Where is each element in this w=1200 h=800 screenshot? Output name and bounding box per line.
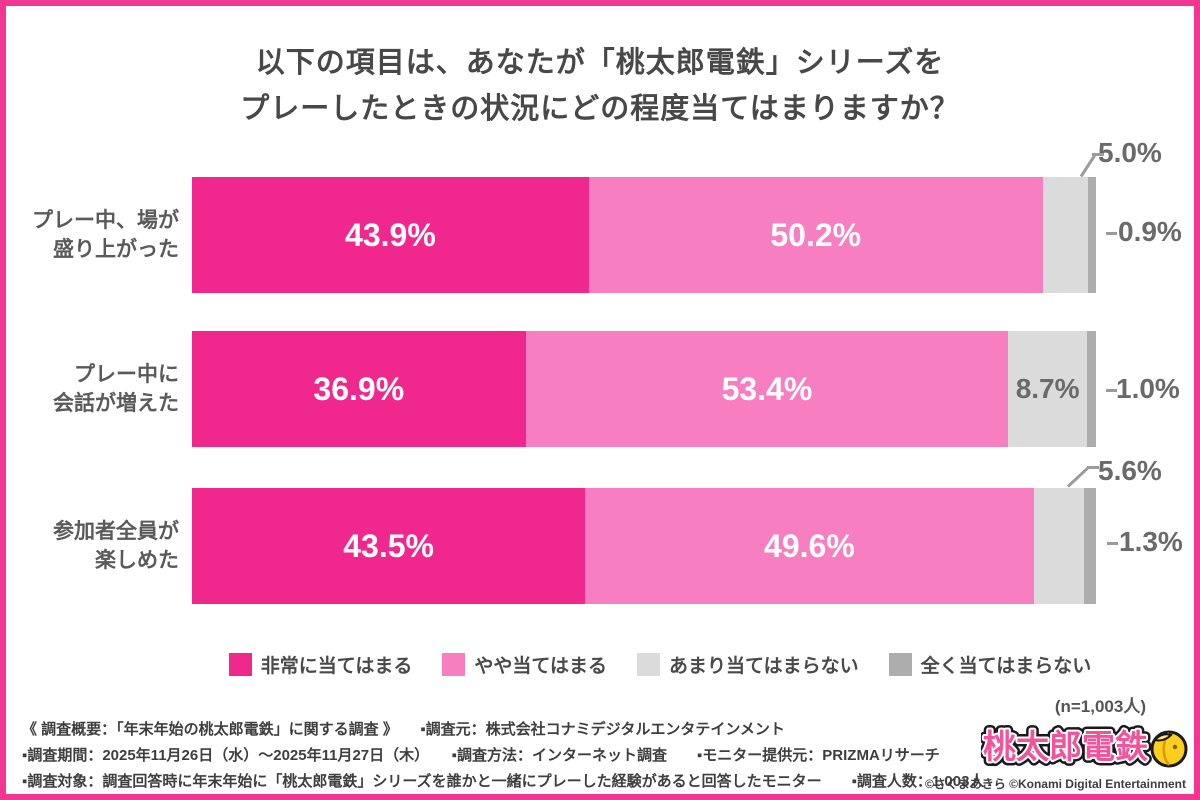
momotetsu-logo: 桃太郎電鉄 桃太郎電鉄 [981,723,1188,771]
legend-item-not-at-all: 全く当てはまらない [888,651,1091,678]
chart-canvas: 以下の項目は、あなたが「桃太郎電鉄」シリーズを プレーしたときの状況にどの程度当… [6,6,1194,794]
survey-period-line: ▪調査期間：2025年11月26日（水）〜2025年11月27日（木） ▪調査方… [22,747,940,764]
callout-row1-not-at-all: 0.9% [1118,216,1182,247]
segment-strongly-agree: 36.9% [192,331,526,447]
page-title: 以下の項目は、あなたが「桃太郎電鉄」シリーズを プレーしたときの状況にどの程度当… [6,40,1194,132]
segment-strongly-agree: 43.9% [192,177,589,293]
callout-row3-not-at-all: 1.3% [1119,526,1183,557]
logo-text-outline: 桃太郎電鉄 [983,727,1148,766]
segment-not-at-all [1084,488,1096,604]
category-label: プレー中、場が 盛り上がった [32,209,179,261]
callout-line [1066,466,1089,488]
segment-not-really: 8.7% [1008,331,1087,447]
legend-swatch-lightgray [637,653,660,676]
bar-row-moriagatta: プレー中、場が 盛り上がった 43.9% 50.2% [6,177,1096,293]
callout-line [1107,542,1118,545]
segment-value: 43.5% [343,527,434,564]
segment-strongly-agree: 43.5% [192,488,586,604]
bar-row-tanoshimeta: 参加者全員が 楽しめた 43.5% 49.6% [6,488,1096,604]
sample-size-note: (n=1,003人) [1054,697,1146,716]
legend-item-not-really: あまり当てはまらない [637,651,859,678]
survey-overview-line: 《 調査概要：「年末年始の桃太郎電鉄」に関する調査 》 ▪調査元：株式会社コナミ… [22,721,785,738]
legend-swatch-pink [228,653,252,676]
copyright-text: ©さくまあきら ©Konami Digital Entertainment [924,777,1186,791]
segment-somewhat-agree: 53.4% [525,331,1009,447]
callout-line [1106,389,1117,392]
segment-value: 53.4% [721,370,813,407]
callout-row1-not-really: 5.0% [1098,137,1162,168]
logo-text: 桃太郎電鉄 [983,727,1148,766]
segment-not-at-all [1086,331,1096,447]
callout-line [1087,466,1099,469]
segment-somewhat-agree: 49.6% [585,488,1034,604]
legend-item-somewhat-agree: やや当てはまる [442,651,607,678]
callout-row3-not-really: 5.6% [1098,455,1162,486]
title-line-2: プレーしたときの状況にどの程度当てはまりますか？ [240,93,960,125]
bar-row-kaiwa: プレー中に 会話が増えた 36.9% 53.4% 8.7% [6,331,1096,447]
segment-value: 49.6% [764,527,855,564]
segment-value: 36.9% [313,370,405,407]
callout-line [1092,153,1104,156]
category-label: 参加者全員が 楽しめた [53,520,179,572]
segment-somewhat-agree: 50.2% [588,177,1043,293]
legend-swatch-gray [888,653,912,676]
segment-value: 43.9% [345,216,436,253]
segment-not-really [1033,488,1085,604]
callout-line [1079,154,1096,178]
callout-line [1106,232,1117,235]
callout-row2-not-at-all: 1.0% [1116,373,1180,404]
category-label: プレー中に 会話が増えた [53,363,179,415]
legend-swatch-lightpink [442,653,466,676]
stacked-bar: 43.9% 50.2% [192,177,1096,293]
legend-item-strongly-agree: 非常に当てはまる [228,651,412,678]
title-line-1: 以下の項目は、あなたが「桃太郎電鉄」シリーズを [255,47,945,79]
segment-not-at-all [1087,177,1096,293]
survey-target-line: ▪調査対象：調査回答時に年末年始に「桃太郎電鉄」シリーズを誰かと一緒にプレーした… [22,773,985,790]
stacked-bar: 36.9% 53.4% 8.7% [192,331,1096,447]
legend: 非常に当てはまる やや当てはまる あまり当てはまらない 全く当てはまらない [6,651,1194,678]
stacked-bar: 43.5% 49.6% [192,488,1096,604]
segment-not-really [1042,177,1088,293]
segment-value: 50.2% [770,216,862,253]
peach-icon [1150,730,1188,768]
segment-value: 8.7% [1015,373,1080,404]
